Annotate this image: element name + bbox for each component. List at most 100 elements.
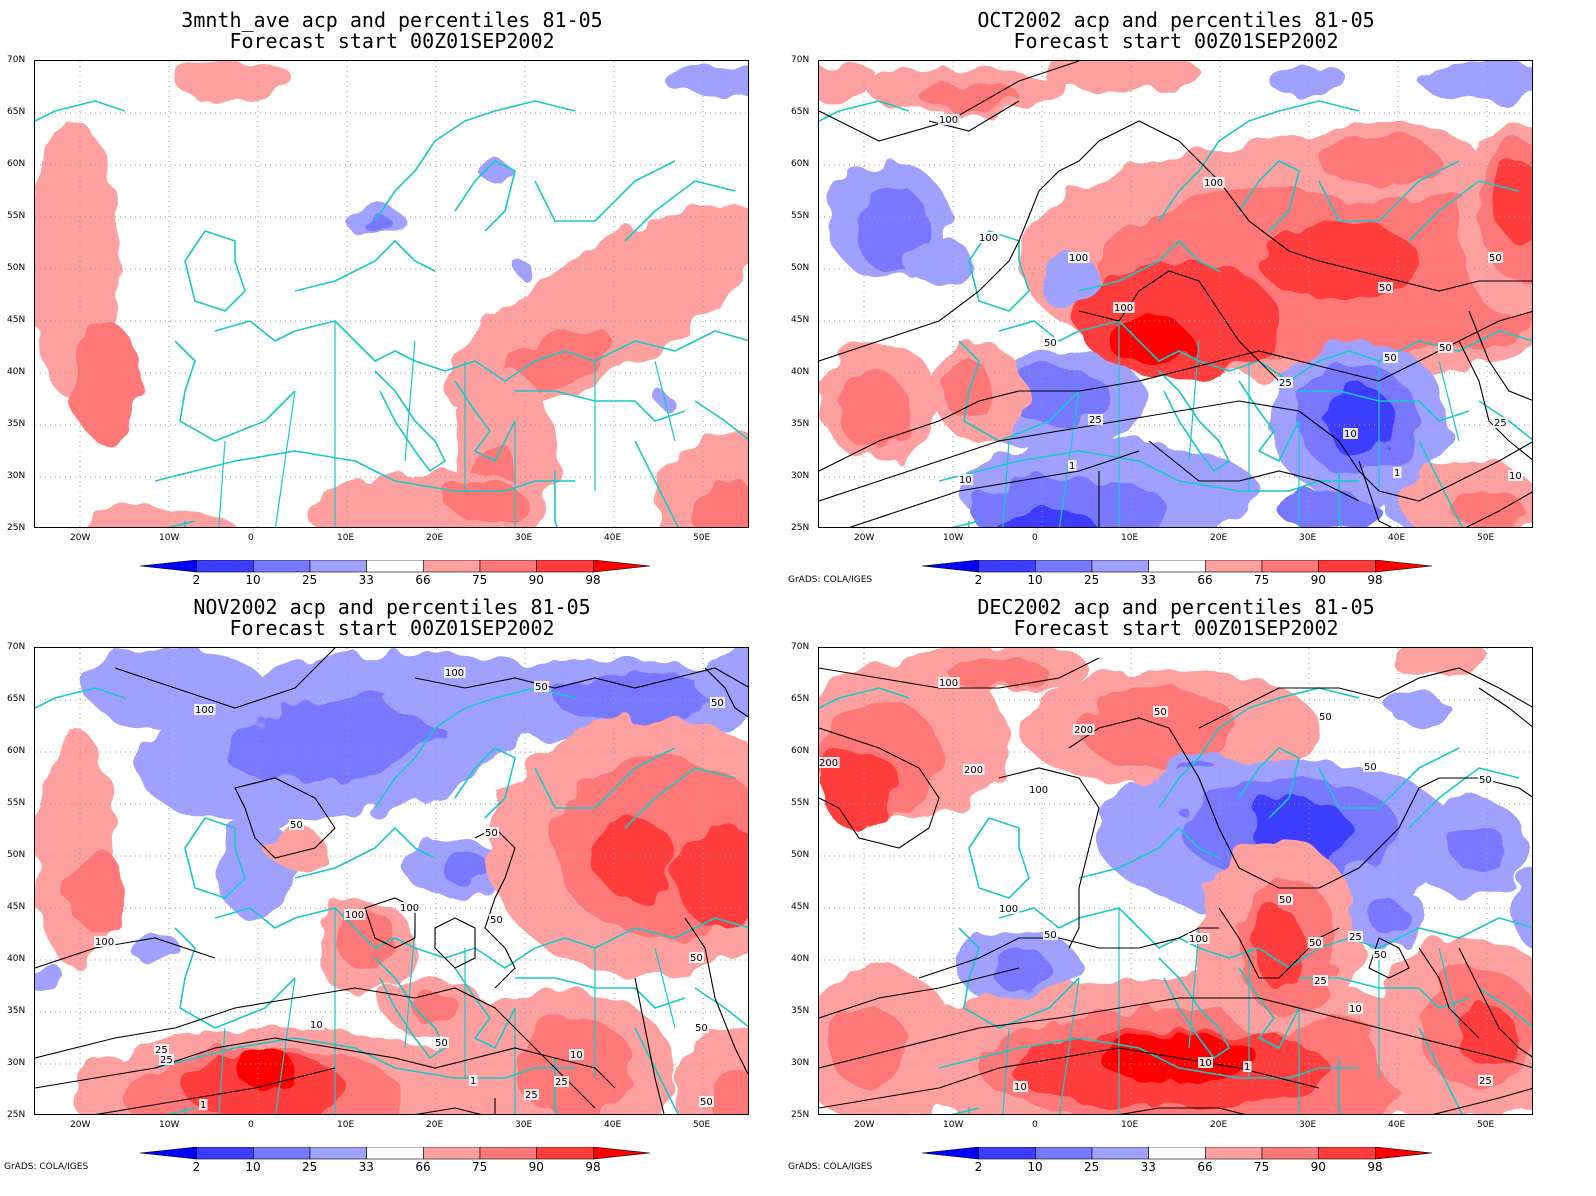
lat-tick-label: 25N bbox=[791, 523, 810, 533]
colorbar-swatch bbox=[1261, 1147, 1319, 1160]
shading-region bbox=[595, 818, 675, 898]
map-canvas: 1001005050505010010010050505050251025251… bbox=[35, 648, 748, 1114]
colorbar-label: 25 bbox=[302, 1160, 318, 1174]
lon-tick-label: 20W bbox=[70, 533, 91, 543]
contour-label: 50 bbox=[1374, 950, 1387, 961]
lon-tick-label: 20W bbox=[70, 1120, 91, 1130]
contour-line bbox=[1068, 717, 1170, 749]
contour-line bbox=[704, 667, 748, 718]
contour-line bbox=[819, 967, 1020, 1019]
contour-label: 50 bbox=[290, 820, 303, 831]
contour-label: 25 bbox=[160, 1055, 173, 1066]
colorbar-label: 33 bbox=[358, 1160, 374, 1174]
colorbar-swatch bbox=[1205, 560, 1263, 573]
colorbar-swatch bbox=[1375, 560, 1433, 573]
contour-label: 10 bbox=[1349, 1004, 1362, 1015]
contour-line bbox=[35, 987, 596, 1109]
shading-region bbox=[904, 241, 974, 281]
contour-line bbox=[1368, 937, 1410, 979]
map-canvas: 100 200 200 200 100 50 50 50 50 100 100 50 50 25 50 25 1… bbox=[819, 648, 1532, 1114]
lon-tick-label: 10E bbox=[337, 1120, 355, 1130]
colorbar-swatch bbox=[253, 1147, 311, 1160]
contour-line bbox=[1119, 1087, 1532, 1114]
shading-region bbox=[265, 828, 325, 868]
contour-label: 50 bbox=[1489, 253, 1502, 264]
shading-region bbox=[1039, 61, 1199, 91]
lat-tick-label: 30N bbox=[7, 471, 26, 481]
lon-tick-label: 10W bbox=[159, 533, 180, 543]
lat-tick-label: 35N bbox=[791, 1006, 810, 1016]
lat-tick-label: 55N bbox=[791, 798, 810, 808]
lon-tick-label: 10W bbox=[159, 1120, 180, 1130]
contour-label: 100 bbox=[195, 705, 214, 716]
lat-tick-label: 70N bbox=[7, 55, 26, 65]
contour-label: 1 bbox=[1394, 468, 1400, 479]
lat-tick-label: 65N bbox=[7, 694, 26, 704]
colorbar bbox=[922, 1147, 1433, 1160]
colorbar-label: 98 bbox=[585, 573, 601, 587]
colorbar-swatch bbox=[978, 1147, 1036, 1160]
shading-region bbox=[949, 658, 1049, 688]
colorbar-label: 2 bbox=[192, 1160, 201, 1174]
lat-tick-label: 25N bbox=[7, 523, 26, 533]
graticule bbox=[819, 648, 1532, 1114]
contour-label: 200 bbox=[964, 765, 983, 776]
contour-line bbox=[474, 827, 516, 989]
shading-region bbox=[1449, 828, 1509, 868]
contour-line bbox=[35, 1037, 616, 1089]
colorbar-label: 75 bbox=[1254, 1160, 1270, 1174]
contour-line bbox=[918, 927, 1219, 979]
contour-label: 50 bbox=[1044, 930, 1057, 941]
contour-line bbox=[1198, 667, 1532, 729]
shading-region bbox=[1254, 908, 1304, 988]
lat-tick-label: 50N bbox=[7, 850, 26, 860]
shading-region bbox=[1319, 136, 1439, 186]
contour-line bbox=[35, 937, 216, 969]
percentile-shading bbox=[35, 61, 748, 527]
contour-label: 25 bbox=[1494, 418, 1507, 429]
lat-tick-label: 55N bbox=[7, 798, 26, 808]
lon-tick-label: 20W bbox=[854, 1120, 875, 1130]
colorbar-swatch bbox=[1318, 1147, 1376, 1160]
lat-tick-label: 65N bbox=[791, 107, 810, 117]
lon-tick-label: 40E bbox=[604, 533, 622, 543]
shading-region bbox=[65, 848, 125, 928]
lat-tick-label: 45N bbox=[791, 315, 810, 325]
lat-tick-label: 60N bbox=[7, 746, 26, 756]
colorbar-swatch bbox=[1035, 560, 1093, 573]
panel-subtitle: Forecast start 00Z01SEP2002 bbox=[1013, 29, 1339, 53]
shading-region bbox=[839, 371, 909, 451]
contour-label: 50 bbox=[690, 953, 703, 964]
colorbar-label: 33 bbox=[1140, 1160, 1156, 1174]
contour-label: 50 bbox=[1044, 338, 1057, 349]
colorbar-swatch bbox=[1205, 1147, 1263, 1160]
lon-tick-label: 20E bbox=[426, 533, 444, 543]
panel-subtitle: Forecast start 00Z01SEP2002 bbox=[229, 616, 555, 640]
shading-region bbox=[1494, 161, 1532, 241]
colorbar-swatch bbox=[196, 1147, 254, 1160]
contour-label: 100 bbox=[95, 937, 114, 948]
contour-label: 10 bbox=[1344, 429, 1357, 440]
colorbar-swatch bbox=[423, 560, 481, 573]
contour-label: 100 bbox=[1069, 253, 1088, 264]
percentile-shading bbox=[35, 648, 748, 1114]
contour-label: 25 bbox=[555, 1077, 568, 1088]
contour-label: 100 bbox=[345, 910, 364, 921]
colorbar-label: 25 bbox=[1084, 1160, 1100, 1174]
shading-region bbox=[1279, 491, 1379, 527]
colorbar-swatch bbox=[1261, 560, 1319, 573]
contour-label: 1 bbox=[1069, 461, 1075, 472]
lat-tick-label: 45N bbox=[7, 902, 26, 912]
contour-label: 25 bbox=[1279, 378, 1292, 389]
colorbar-swatch bbox=[1375, 1147, 1433, 1160]
colorbar-swatch bbox=[1148, 1147, 1206, 1160]
lon-tick-label: 0 bbox=[1032, 1120, 1038, 1130]
contour-line bbox=[1478, 687, 1532, 728]
contour-line bbox=[819, 310, 1532, 472]
contour-label: 10 bbox=[1014, 1082, 1027, 1093]
lon-tick-label: 10W bbox=[943, 533, 964, 543]
lon-tick-label: 10E bbox=[1121, 1120, 1139, 1130]
colorbar-swatch bbox=[1318, 560, 1376, 573]
panel-title: 3mnth_ave acp and percentiles 81-05 bbox=[181, 8, 603, 32]
contour-label: 100 bbox=[939, 115, 958, 126]
